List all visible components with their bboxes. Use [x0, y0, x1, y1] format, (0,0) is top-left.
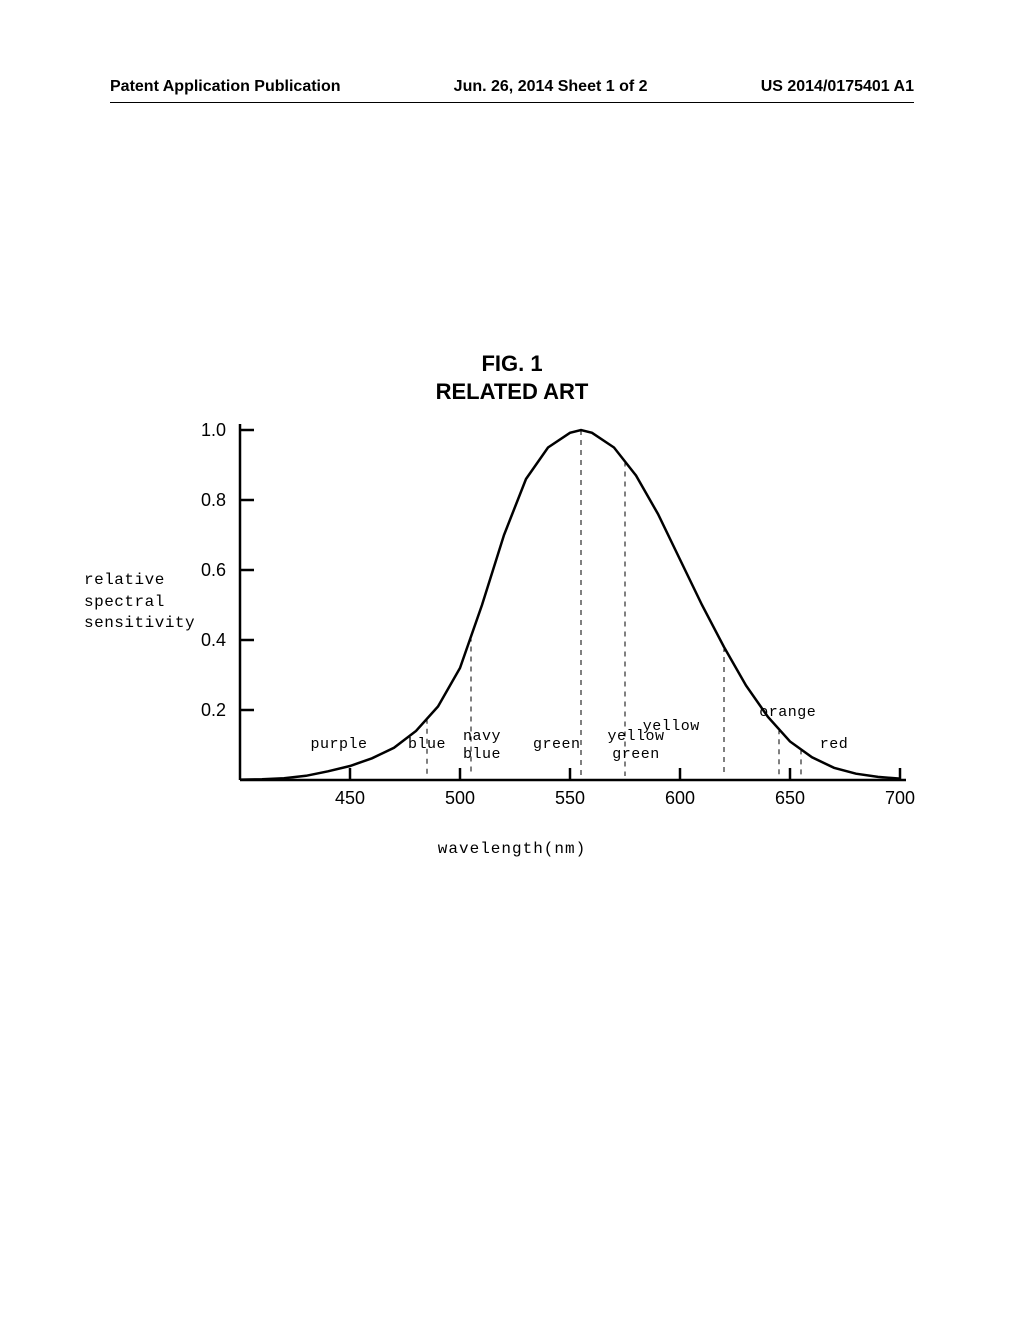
sensitivity-curve: [240, 430, 900, 780]
y-tick-label: 0.4: [201, 630, 226, 650]
region-label: red: [820, 736, 849, 753]
x-tick-label: 600: [665, 788, 695, 808]
header-right: US 2014/0175401 A1: [761, 78, 914, 96]
x-tick-label: 650: [775, 788, 805, 808]
sensitivity-chart: 0.2 0.4 0.6 0.8 1.0 450 500 550 600 650 700 purple b…: [100, 410, 924, 870]
y-tick-label: 0.6: [201, 560, 226, 580]
figure-subtitle: RELATED ART: [436, 379, 589, 404]
page-header: Patent Application Publication Jun. 26, …: [0, 78, 1024, 96]
x-tick-label: 500: [445, 788, 475, 808]
header-rule: [110, 102, 914, 103]
region-label: green: [533, 736, 581, 753]
header-center: Jun. 26, 2014 Sheet 1 of 2: [454, 78, 648, 96]
region-label: purple: [310, 736, 367, 753]
header-left: Patent Application Publication: [110, 78, 341, 96]
y-tick-label: 1.0: [201, 420, 226, 440]
region-label: blue: [408, 736, 446, 753]
region-label: orange: [759, 704, 816, 721]
region-label: navy: [463, 728, 501, 745]
x-tick-label: 550: [555, 788, 585, 808]
chart-svg: 0.2 0.4 0.6 0.8 1.0 450 500 550 600 650 700 purple b…: [100, 410, 924, 840]
region-label: yellow: [643, 718, 700, 735]
y-tick-label: 0.2: [201, 700, 226, 720]
x-tick-label: 700: [885, 788, 915, 808]
region-label: blue: [463, 746, 501, 763]
figure-number: FIG. 1: [481, 351, 542, 376]
x-axis-label-text: wavelength(nm): [438, 840, 586, 858]
x-axis-label: wavelength(nm): [0, 840, 1024, 858]
y-tick-label: 0.8: [201, 490, 226, 510]
x-tick-label: 450: [335, 788, 365, 808]
figure-title: FIG. 1 RELATED ART: [0, 350, 1024, 405]
region-label: green: [612, 746, 660, 763]
